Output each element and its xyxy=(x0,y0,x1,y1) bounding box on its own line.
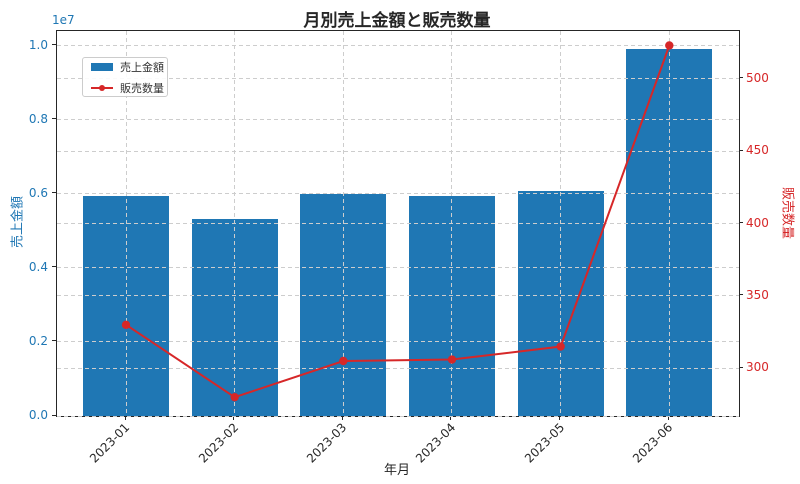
left-tick-mark xyxy=(52,118,56,120)
line-marker-2023-03 xyxy=(339,356,348,366)
x-tick-label: 2023-04 xyxy=(412,420,459,466)
x-tick-label: 2023-02 xyxy=(195,420,241,466)
legend-item-quantity: 販売数量 xyxy=(91,80,167,96)
right-tick-mark xyxy=(739,222,743,223)
right-tick-mark xyxy=(739,366,743,368)
left-axis-label: 売上金額 xyxy=(10,195,26,249)
x-tick-mark xyxy=(450,416,452,420)
right-axis-label: 販売数量 xyxy=(779,186,795,240)
legend-label-sales: 売上金額 xyxy=(120,60,164,74)
gridline-left-axis xyxy=(57,119,739,121)
left-tick-label: 0.4 xyxy=(28,259,48,274)
gridline-category xyxy=(668,31,670,416)
x-tick-mark xyxy=(124,416,126,420)
legend-label-quantity: 販売数量 xyxy=(120,81,164,95)
x-tick-mark xyxy=(233,416,235,420)
quantity-line-series xyxy=(121,41,674,402)
right-tick-mark xyxy=(739,77,743,79)
left-tick-mark xyxy=(52,340,56,342)
left-tick-mark xyxy=(52,414,56,416)
gridline-category xyxy=(451,31,453,416)
left-tick-label: 0.8 xyxy=(28,111,48,126)
x-tick-label: 2023-03 xyxy=(304,420,350,466)
x-tick-mark xyxy=(667,416,669,420)
gridline-right-axis xyxy=(57,223,739,224)
left-tick-label: 1.0 xyxy=(28,37,48,52)
gridline-right-axis xyxy=(57,150,739,152)
gridline-right-axis xyxy=(57,367,739,369)
gridline-left-axis xyxy=(57,45,739,47)
right-tick-label: 500 xyxy=(746,70,769,85)
gridline-category xyxy=(342,31,344,416)
line-marker-2023-05 xyxy=(556,342,565,351)
plot-area xyxy=(56,30,740,417)
legend-line-swatch xyxy=(91,84,113,92)
right-tick-mark xyxy=(739,149,743,151)
legend-item-sales: 売上金額 xyxy=(91,59,167,75)
left-tick-label: 0.6 xyxy=(28,185,48,200)
gridline-left-axis xyxy=(57,415,739,417)
x-tick-label: 2023-01 xyxy=(86,420,133,466)
gridline-category xyxy=(560,31,562,416)
gridline-right-axis xyxy=(57,295,739,297)
gridline-category xyxy=(234,31,236,416)
legend: 売上金額 販売数量 xyxy=(82,57,168,97)
legend-bar-swatch xyxy=(91,62,113,71)
right-tick-label: 450 xyxy=(746,143,769,158)
right-tick-mark xyxy=(739,294,743,296)
gridline-left-axis xyxy=(57,193,739,195)
left-tick-label: 0.2 xyxy=(28,333,48,348)
line-marker-2023-06 xyxy=(665,41,674,50)
line-marker-2023-01 xyxy=(121,320,131,330)
line-marker-2023-02 xyxy=(230,392,239,402)
gridline-right-axis xyxy=(57,78,739,80)
left-tick-mark xyxy=(52,44,56,46)
gridline-left-axis xyxy=(57,341,739,343)
left-tick-label: 0.0 xyxy=(28,408,48,422)
left-tick-mark xyxy=(52,192,56,194)
chart-title: 月別売上金額と販売数量 xyxy=(303,11,491,31)
right-tick-label: 350 xyxy=(746,287,769,302)
gridline-left-axis xyxy=(57,267,739,269)
left-axis-offset-text: 1e7 xyxy=(52,13,75,27)
right-tick-label: 400 xyxy=(746,215,769,230)
x-tick-mark xyxy=(559,416,561,420)
x-tick-label: 2023-05 xyxy=(521,420,567,466)
right-tick-label: 300 xyxy=(746,360,769,375)
left-tick-mark xyxy=(52,266,56,268)
line-marker-2023-04 xyxy=(447,355,457,364)
x-tick-label: 2023-06 xyxy=(630,420,676,466)
x-axis-label: 年月 xyxy=(383,463,411,478)
gridline-category xyxy=(125,31,127,416)
x-tick-mark xyxy=(341,416,343,420)
